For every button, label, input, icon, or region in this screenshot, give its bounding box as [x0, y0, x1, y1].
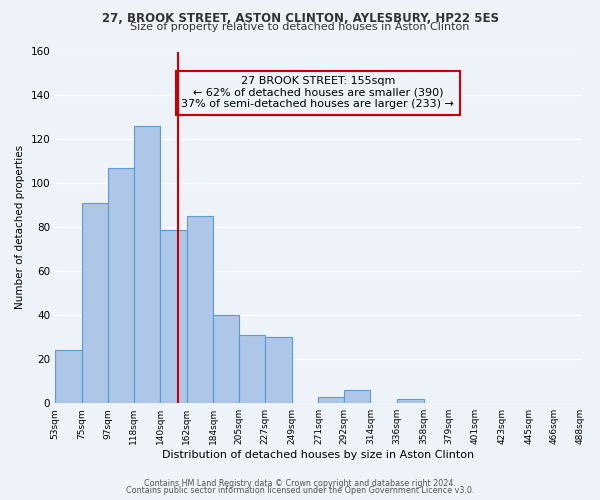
Text: Contains public sector information licensed under the Open Government Licence v3: Contains public sector information licen…: [126, 486, 474, 495]
Bar: [319, 396, 344, 403]
Bar: [397, 399, 424, 403]
X-axis label: Distribution of detached houses by size in Aston Clinton: Distribution of detached houses by size …: [162, 450, 474, 460]
Bar: [239, 335, 265, 403]
Text: 27 BROOK STREET: 155sqm
← 62% of detached houses are smaller (390)
37% of semi-d: 27 BROOK STREET: 155sqm ← 62% of detache…: [181, 76, 454, 110]
Y-axis label: Number of detached properties: Number of detached properties: [15, 146, 25, 310]
Bar: [55, 350, 82, 403]
Bar: [214, 316, 239, 403]
Bar: [134, 126, 160, 403]
Text: Contains HM Land Registry data © Crown copyright and database right 2024.: Contains HM Land Registry data © Crown c…: [144, 478, 456, 488]
Bar: [160, 230, 187, 403]
Bar: [265, 338, 292, 403]
Text: Size of property relative to detached houses in Aston Clinton: Size of property relative to detached ho…: [130, 22, 470, 32]
Bar: [187, 216, 214, 403]
Bar: [109, 168, 134, 403]
Bar: [82, 203, 109, 403]
Bar: [344, 390, 370, 403]
Text: 27, BROOK STREET, ASTON CLINTON, AYLESBURY, HP22 5ES: 27, BROOK STREET, ASTON CLINTON, AYLESBU…: [101, 12, 499, 26]
